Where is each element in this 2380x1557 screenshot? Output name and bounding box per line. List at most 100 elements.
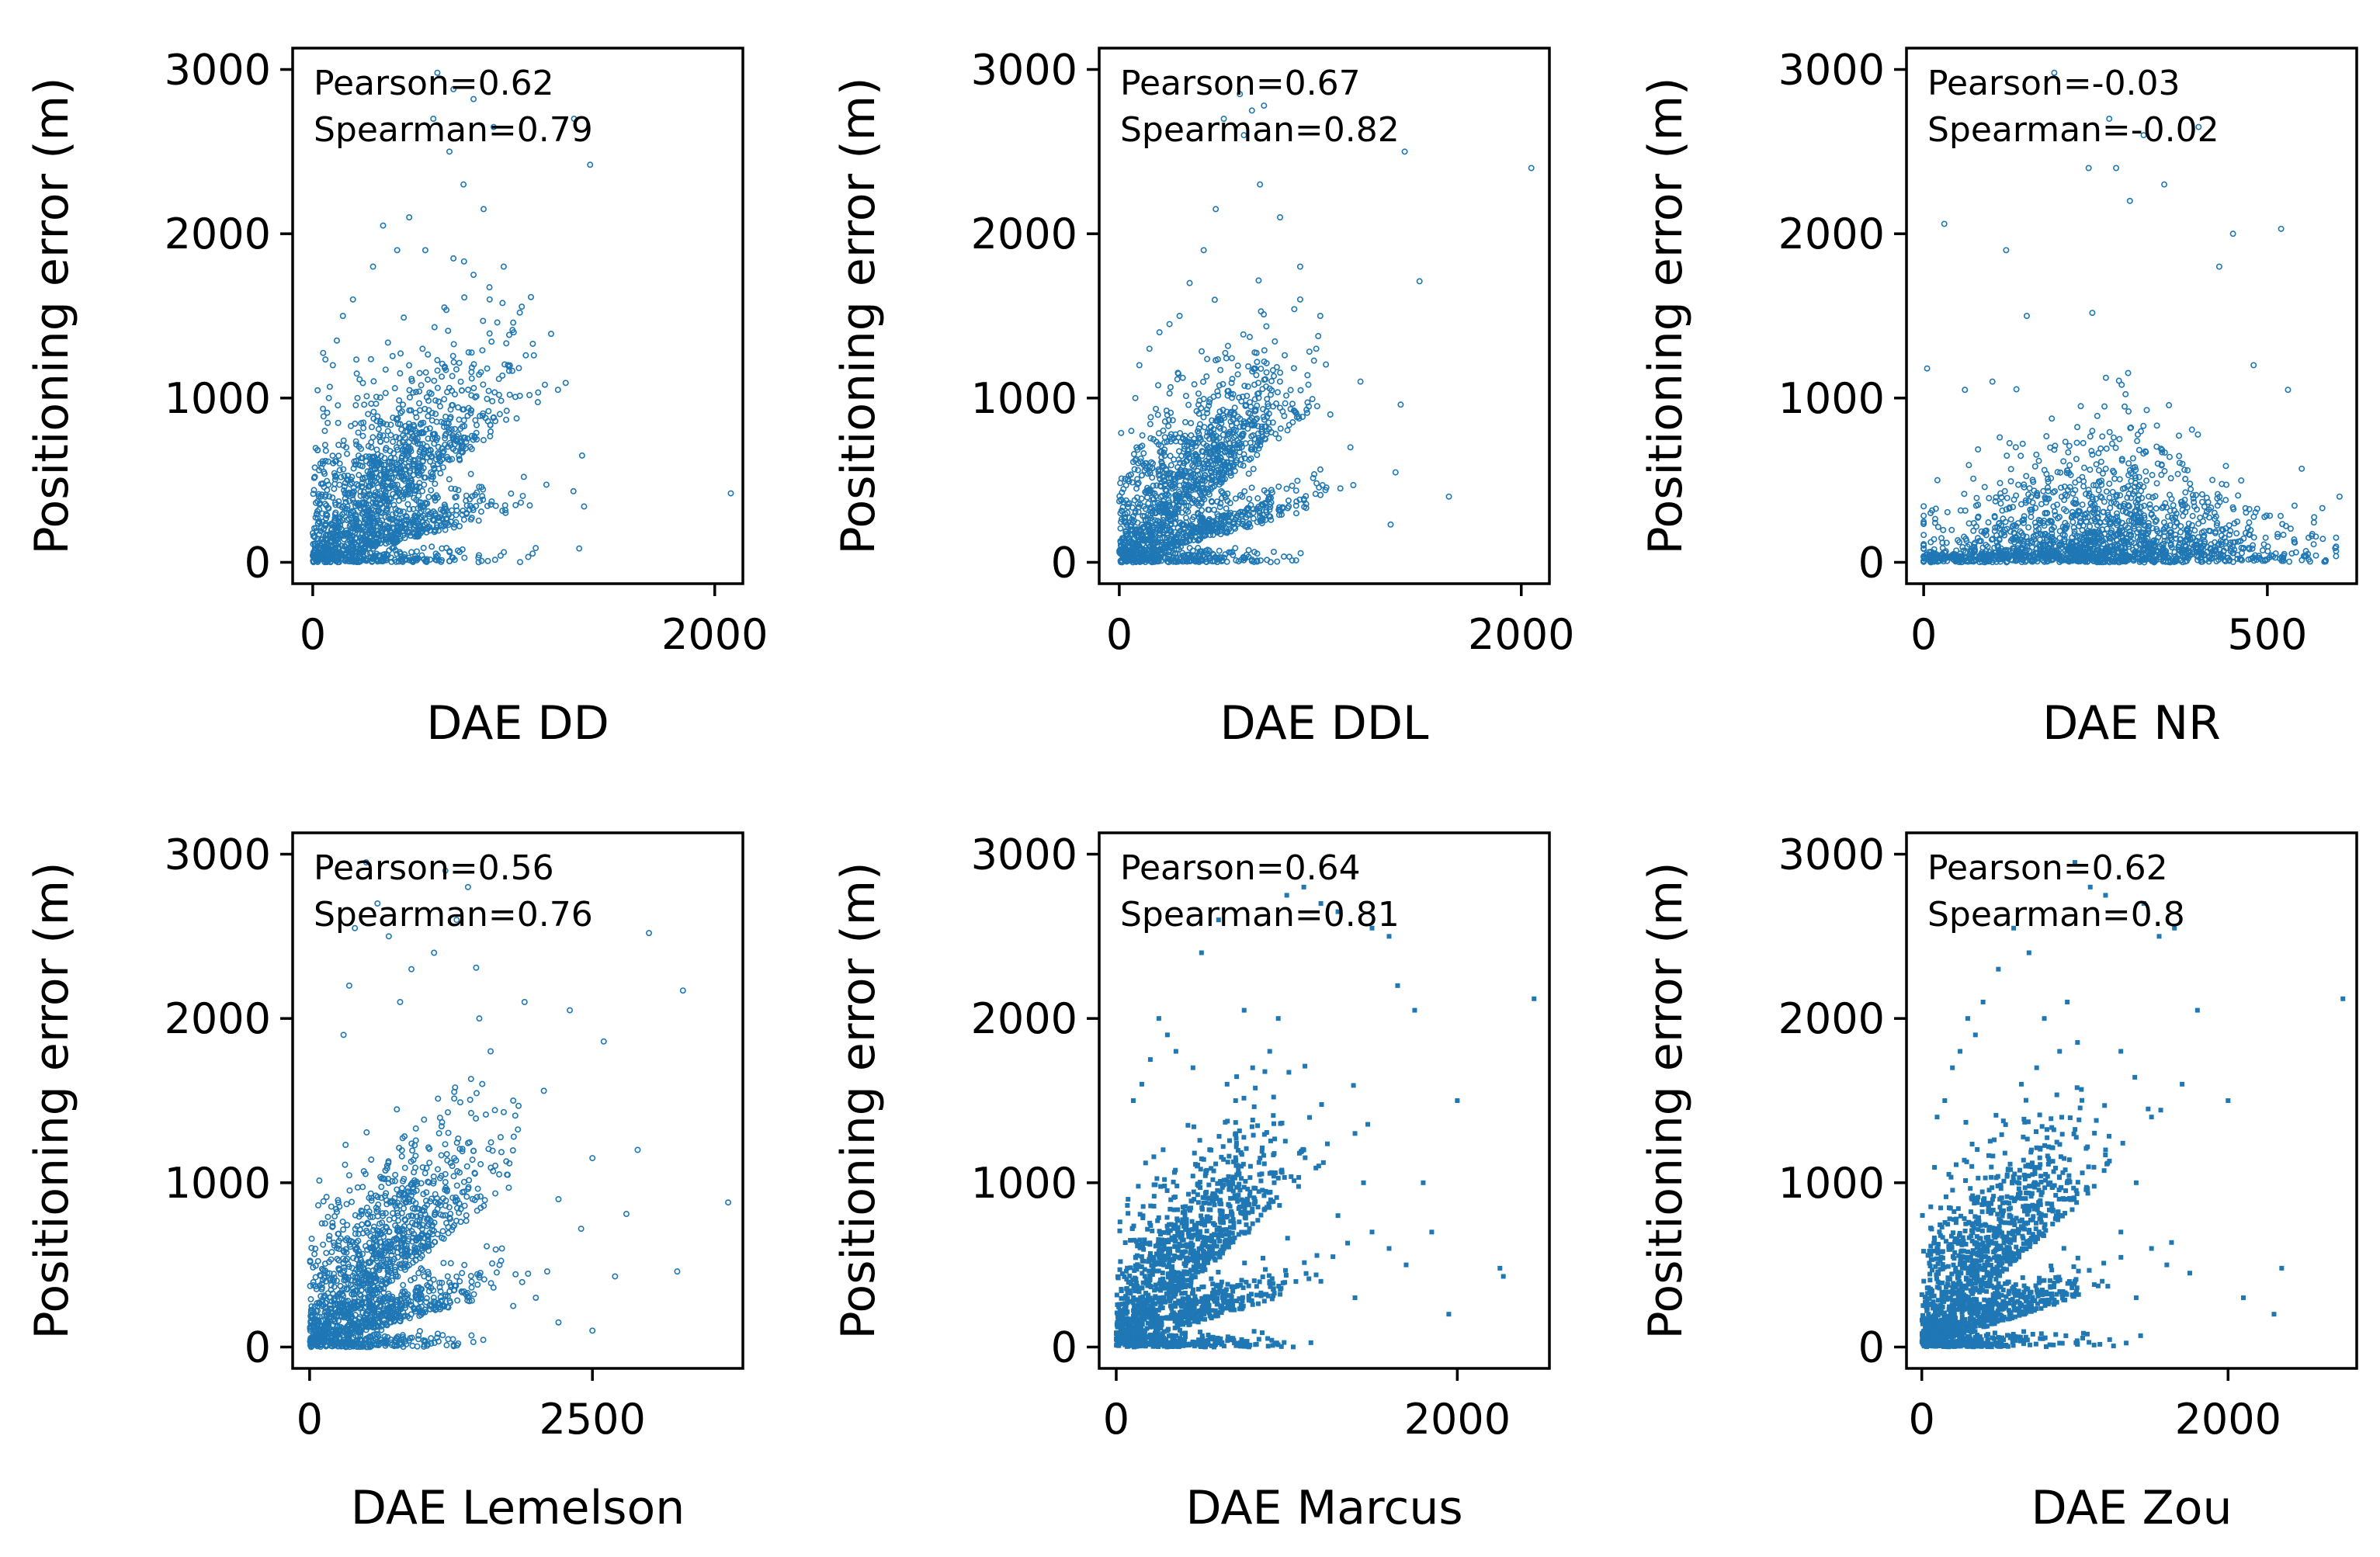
data-point [2177, 522, 2184, 529]
data-point [512, 501, 519, 508]
data-point [2095, 487, 2102, 494]
data-point [390, 544, 397, 551]
data-point [2066, 442, 2073, 449]
data-point [1129, 479, 1136, 486]
data-point [1944, 508, 1951, 515]
data-point [1218, 487, 1225, 494]
data-point [419, 458, 426, 465]
data-point [314, 387, 321, 394]
data-point [554, 387, 561, 394]
data-point [2288, 550, 2295, 557]
data-point [2073, 548, 2080, 555]
data-point [2026, 547, 2033, 554]
data-point [1262, 376, 1269, 383]
data-point [355, 502, 362, 509]
data-point [382, 513, 389, 520]
data-point [1130, 451, 1137, 458]
data-point [1237, 91, 1244, 98]
data-point [2191, 548, 2198, 555]
data-point [410, 505, 417, 512]
data-point [1222, 551, 1229, 558]
data-point [2043, 510, 2050, 517]
data-point [459, 449, 466, 456]
data-point [522, 352, 529, 359]
data-point [323, 536, 330, 543]
data-point [1251, 349, 1258, 356]
data-point [1189, 516, 1196, 523]
data-point [2071, 531, 2078, 538]
data-point [359, 531, 366, 538]
data-point [477, 498, 484, 505]
data-point [1216, 504, 1223, 511]
data-point [2080, 478, 2087, 485]
data-point [2012, 444, 2019, 451]
spearman-annotation: Spearman=0.79 [314, 110, 593, 150]
data-point [378, 532, 385, 539]
data-point [325, 505, 332, 511]
data-point [467, 410, 474, 417]
data-point [1296, 263, 1303, 270]
data-point [509, 327, 516, 334]
data-point [2069, 539, 2076, 546]
data-point [322, 522, 329, 529]
data-point [1142, 516, 1149, 523]
data-point [2094, 505, 2101, 512]
data-point [1118, 429, 1125, 436]
data-point [501, 549, 508, 556]
data-point [2171, 523, 2178, 530]
data-point [2336, 493, 2343, 500]
data-point [422, 247, 428, 254]
data-point [428, 417, 435, 424]
data-point [478, 484, 485, 491]
data-point [425, 376, 432, 383]
data-point [353, 356, 360, 363]
data-point [2066, 539, 2073, 546]
data-point [1234, 362, 1241, 369]
data-point [456, 456, 463, 463]
data-point [2089, 310, 2096, 317]
data-point [394, 461, 401, 468]
data-point [1150, 496, 1157, 503]
data-point [1190, 477, 1197, 484]
data-point [1327, 411, 1334, 418]
data-point [322, 457, 329, 464]
data-point [1310, 357, 1317, 364]
data-point [1961, 491, 1968, 498]
data-point [1155, 468, 1162, 475]
data-point [527, 293, 534, 300]
data-point [2060, 506, 2067, 513]
data-point [2175, 432, 2182, 439]
data-point [2198, 491, 2205, 498]
plot-frame [1098, 47, 1551, 585]
data-point [2019, 440, 2026, 447]
data-point [405, 484, 412, 491]
data-point [428, 487, 435, 494]
data-point [425, 407, 432, 414]
data-point [402, 443, 409, 450]
data-point [420, 449, 427, 456]
data-point [1237, 423, 1244, 430]
data-point [1245, 409, 1252, 416]
data-point [371, 466, 378, 473]
data-point [2150, 514, 2157, 521]
data-point [1167, 462, 1174, 469]
data-point [384, 339, 391, 346]
data-point [1155, 430, 1162, 437]
data-point [1151, 499, 1158, 506]
data-point [1258, 557, 1265, 564]
data-point [2042, 499, 2049, 506]
data-point [1203, 485, 1210, 492]
data-point [1269, 367, 1276, 374]
data-point [335, 442, 342, 449]
data-point [1230, 450, 1237, 457]
data-point [374, 451, 381, 458]
data-point [1259, 386, 1266, 393]
data-point [357, 534, 364, 541]
data-point [383, 436, 390, 443]
data-point [370, 378, 377, 385]
data-point [2242, 529, 2249, 536]
data-point [1929, 507, 1936, 514]
data-point [2222, 497, 2229, 504]
data-point [333, 337, 340, 344]
